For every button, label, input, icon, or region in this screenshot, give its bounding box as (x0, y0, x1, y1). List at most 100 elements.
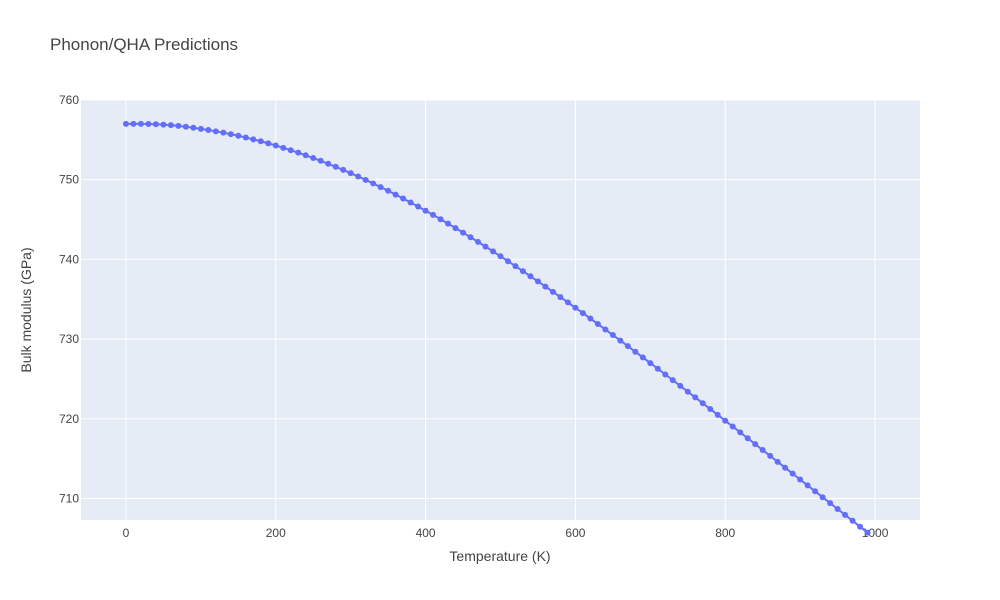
data-point (564, 299, 571, 306)
data-point (362, 176, 369, 183)
data-point (819, 494, 826, 501)
data-point (415, 203, 422, 210)
data-point (804, 482, 811, 489)
data-point (609, 332, 616, 339)
data-point (437, 216, 444, 223)
data-point (332, 163, 339, 170)
data-point (377, 184, 384, 191)
data-point (842, 511, 849, 518)
y-tick-label: 750 (59, 173, 79, 187)
y-tick-label: 740 (59, 252, 79, 266)
x-tick-label: 400 (416, 526, 436, 540)
data-point (579, 310, 586, 317)
x-axis-title: Temperature (K) (449, 548, 550, 564)
data-point (242, 134, 249, 141)
data-point (602, 326, 609, 333)
plot-area (81, 100, 920, 520)
data-point (677, 382, 684, 389)
data-point (152, 121, 159, 128)
data-point (512, 263, 519, 270)
data-point (549, 288, 556, 295)
data-point (302, 152, 309, 159)
data-point (692, 394, 699, 401)
data-point (250, 136, 257, 143)
data-point (197, 125, 204, 132)
data-point (392, 191, 399, 198)
data-point (347, 170, 354, 177)
data-point (257, 138, 264, 145)
data-point (834, 506, 841, 512)
data-point (325, 160, 332, 167)
data-point (317, 157, 324, 164)
data-point (669, 377, 676, 384)
data-point (782, 464, 789, 471)
data-point (729, 423, 736, 430)
data-point (400, 195, 407, 202)
data-point (587, 315, 594, 322)
data-point (310, 155, 317, 162)
data-point (122, 120, 129, 127)
data-point (452, 225, 459, 232)
data-point (722, 417, 729, 424)
grid (81, 99, 920, 520)
data-point (557, 294, 564, 301)
data-point (684, 388, 691, 395)
data-point (407, 199, 414, 206)
data-point (370, 180, 377, 187)
data-point (340, 166, 347, 173)
x-tick-label: 200 (266, 526, 286, 540)
data-point (624, 343, 631, 350)
data-point (864, 529, 871, 536)
y-tick-label: 720 (59, 412, 79, 426)
data-point (295, 149, 302, 156)
data-point (130, 120, 137, 127)
data-point (797, 476, 804, 483)
data-points (122, 120, 871, 536)
y-tick-label: 730 (59, 332, 79, 346)
data-point (707, 406, 714, 413)
data-point (639, 354, 646, 361)
data-point (534, 278, 541, 285)
y-tick-label: 760 (59, 93, 79, 107)
data-point (504, 258, 511, 265)
data-point (744, 435, 751, 442)
data-point (265, 140, 272, 147)
data-point (430, 211, 437, 218)
y-tick-label: 710 (59, 491, 79, 505)
data-point (662, 371, 669, 378)
data-point (227, 131, 234, 138)
series-line (125, 122, 869, 534)
x-tick-label: 600 (565, 526, 585, 540)
data-point (594, 321, 601, 328)
x-tick-label: 800 (715, 526, 735, 540)
data-point (467, 234, 474, 241)
data-point (827, 500, 834, 507)
data-point (849, 517, 856, 524)
data-point (385, 187, 392, 194)
data-point (519, 268, 526, 275)
data-point (767, 452, 774, 459)
data-point (145, 120, 152, 127)
x-tick-label: 1000 (862, 526, 889, 540)
data-point (857, 523, 864, 530)
data-point (190, 124, 197, 131)
data-point (137, 120, 144, 127)
data-point (759, 447, 766, 454)
data-point (482, 243, 489, 250)
data-point (774, 458, 781, 465)
data-point (445, 220, 452, 227)
data-point (175, 122, 182, 129)
data-point (205, 127, 212, 134)
data-point (167, 122, 174, 129)
data-point (789, 470, 796, 477)
data-point (287, 147, 294, 154)
x-tick-label: 0 (123, 526, 130, 540)
data-point (160, 121, 167, 128)
data-point (497, 253, 504, 260)
data-point (475, 238, 482, 245)
data-point (572, 304, 579, 311)
data-point (355, 173, 362, 180)
data-point (699, 400, 706, 407)
data-point (647, 360, 654, 367)
data-point (527, 273, 534, 280)
